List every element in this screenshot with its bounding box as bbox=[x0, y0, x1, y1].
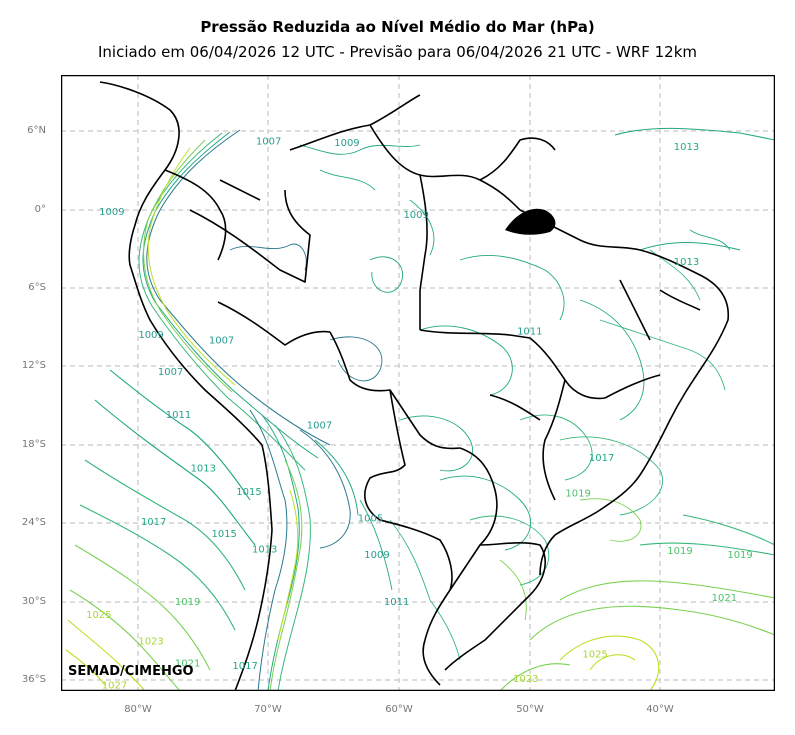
contour-label: 1013 bbox=[191, 464, 216, 475]
contour-label: 1011 bbox=[517, 326, 542, 337]
contour-label: 1017 bbox=[232, 661, 257, 672]
contour-label: 1025 bbox=[582, 649, 607, 660]
lon-tick-label: 40°W bbox=[646, 704, 674, 715]
contour-label: 1009 bbox=[403, 210, 428, 221]
contour-labels: 1007 1009 1013 1009 1009 1013 1011 1009 1007 1007… bbox=[86, 137, 753, 691]
contour-label: 1019 bbox=[565, 488, 590, 499]
contour-label: 1023 bbox=[138, 636, 163, 647]
lat-tick-label: 6°S bbox=[28, 282, 46, 293]
contour-label: 1019 bbox=[175, 597, 200, 608]
contour-label: 1011 bbox=[166, 410, 191, 421]
graticule bbox=[61, 75, 775, 691]
contour-label: 1013 bbox=[674, 142, 699, 153]
contour-label: 1007 bbox=[209, 335, 234, 346]
country-borders bbox=[99, 81, 729, 691]
contour-label: 1015 bbox=[236, 487, 261, 498]
contour-label: 1025 bbox=[86, 610, 111, 621]
contour-label: 1015 bbox=[211, 529, 236, 540]
lat-tick-label: 6°N bbox=[27, 125, 46, 136]
contour-label: 1009 bbox=[99, 207, 124, 218]
lon-tick-label: 70°W bbox=[254, 704, 282, 715]
contour-label: 1009 bbox=[364, 550, 389, 561]
isobar-lines-andes bbox=[138, 129, 359, 691]
contour-label: 1007 bbox=[256, 137, 281, 148]
lat-tick-label: 24°S bbox=[21, 517, 46, 528]
pressure-map: 1007 1009 1013 1009 1009 1013 1011 1009 1007 1007… bbox=[61, 75, 775, 691]
lat-tick-label: 36°S bbox=[21, 674, 46, 685]
isobar-lines-pacific bbox=[65, 369, 256, 691]
lat-tick-label: 18°S bbox=[21, 439, 46, 450]
contour-label: 1007 bbox=[307, 420, 332, 431]
contour-label: 1011 bbox=[384, 597, 409, 608]
contour-label: 1013 bbox=[674, 257, 699, 268]
lon-tick-label: 50°W bbox=[516, 704, 544, 715]
map-subtitle: Iniciado em 06/04/2026 12 UTC - Previsão… bbox=[97, 43, 698, 61]
lat-tick-label: 30°S bbox=[21, 596, 46, 607]
contour-label: 1013 bbox=[252, 545, 277, 556]
contour-label: 1009 bbox=[138, 330, 163, 341]
contour-label: 1005 bbox=[358, 513, 383, 524]
watermark: SEMAD/CIMEHGO bbox=[68, 664, 194, 679]
map-border bbox=[61, 75, 775, 691]
contour-label: 1019 bbox=[667, 546, 692, 557]
isobar-lines-interior bbox=[229, 144, 731, 661]
contour-label: 1017 bbox=[589, 453, 614, 464]
contour-label: 1007 bbox=[158, 367, 183, 378]
lon-tick-label: 60°W bbox=[385, 704, 413, 715]
contour-label: 1017 bbox=[141, 517, 166, 528]
contour-label: 1027 bbox=[102, 681, 127, 691]
contour-label: 1021 bbox=[712, 593, 737, 604]
amazon-delta bbox=[505, 208, 556, 235]
map-title: Pressão Reduzida ao Nível Médio do Mar (… bbox=[200, 18, 595, 36]
contour-label: 1009 bbox=[334, 138, 359, 149]
lat-tick-label: 12°S bbox=[21, 360, 46, 371]
contour-label: 1023 bbox=[513, 674, 538, 685]
contour-label: 1021 bbox=[175, 658, 200, 669]
lat-tick-label: 0° bbox=[34, 204, 46, 215]
lon-tick-label: 80°W bbox=[124, 704, 152, 715]
contour-label: 1019 bbox=[727, 550, 752, 561]
